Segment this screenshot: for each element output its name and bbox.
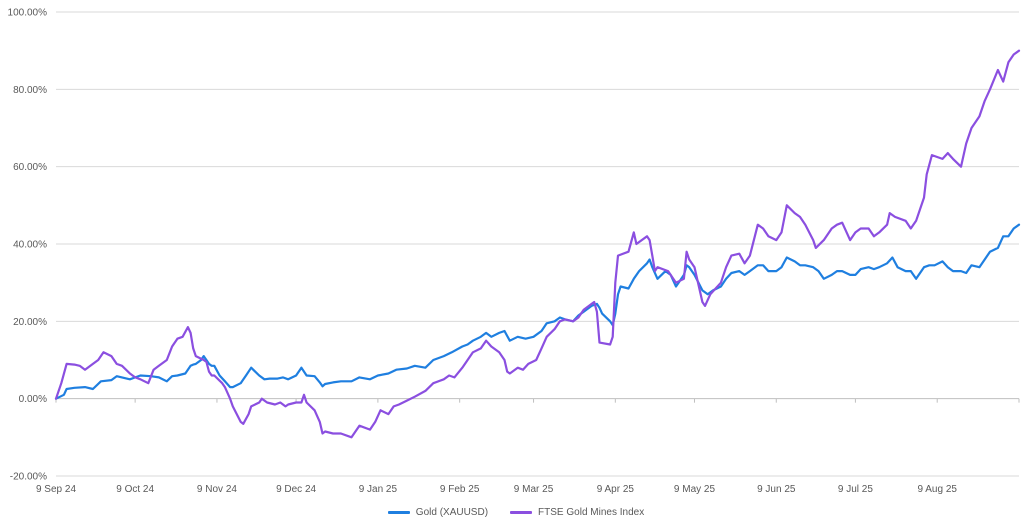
x-tick-label: 9 Jun 25 — [757, 484, 796, 495]
x-tick-label: 9 May 25 — [674, 484, 716, 495]
y-tick-label: 20.00% — [13, 317, 47, 328]
x-tick-label: 9 Dec 24 — [276, 484, 316, 495]
x-tick-label: 9 Aug 25 — [917, 484, 957, 495]
legend-item-ftse-gold-mines[interactable]: FTSE Gold Mines Index — [510, 507, 644, 518]
series-lines — [54, 49, 1021, 439]
x-tick-label: 9 Mar 25 — [514, 484, 554, 495]
y-tick-label: 0.00% — [19, 394, 47, 405]
x-tick-label: 9 Nov 24 — [197, 484, 237, 495]
chart-legend: Gold (XAUUSD) FTSE Gold Mines Index — [0, 503, 1032, 521]
series-line-gold — [54, 223, 1021, 400]
x-tick-label: 9 Feb 25 — [440, 484, 480, 495]
legend-swatch-gold — [387, 510, 410, 514]
legend-swatch-ftse-gold-mines — [510, 510, 533, 514]
legend-item-gold[interactable]: Gold (XAUUSD) — [387, 506, 489, 518]
x-tick-label: 9 Apr 25 — [597, 484, 635, 495]
legend-label-ftse-gold-mines: FTSE Gold Mines Index — [538, 506, 645, 518]
x-tick-label: 9 Jan 25 — [359, 484, 398, 495]
x-tick-label: 9 Sep 24 — [36, 484, 76, 495]
x-axis-ticks: 9 Sep 24 9 Oct 24 9 Nov 24 9 Dec 24 9 Jan 25… — [36, 398, 1020, 495]
y-tick-label: 100.00% — [8, 8, 48, 19]
x-tick-label: 9 Jul 25 — [838, 484, 873, 495]
legend-label-gold: Gold (XAUUSD) — [415, 506, 489, 518]
x-tick-label: 9 Oct 24 — [116, 484, 154, 495]
y-axis-ticks: 100.00% 80.00% 60.00% 40.00% 20.00% 0.00% -20.… — [8, 8, 48, 483]
series-line-ftse-gold-mines — [54, 49, 1021, 439]
y-tick-label: 60.00% — [13, 162, 47, 173]
y-tick-label: 80.00% — [13, 85, 47, 96]
gridlines — [56, 11, 1019, 477]
y-tick-label: -20.00% — [10, 472, 47, 483]
y-tick-label: 40.00% — [13, 240, 47, 251]
